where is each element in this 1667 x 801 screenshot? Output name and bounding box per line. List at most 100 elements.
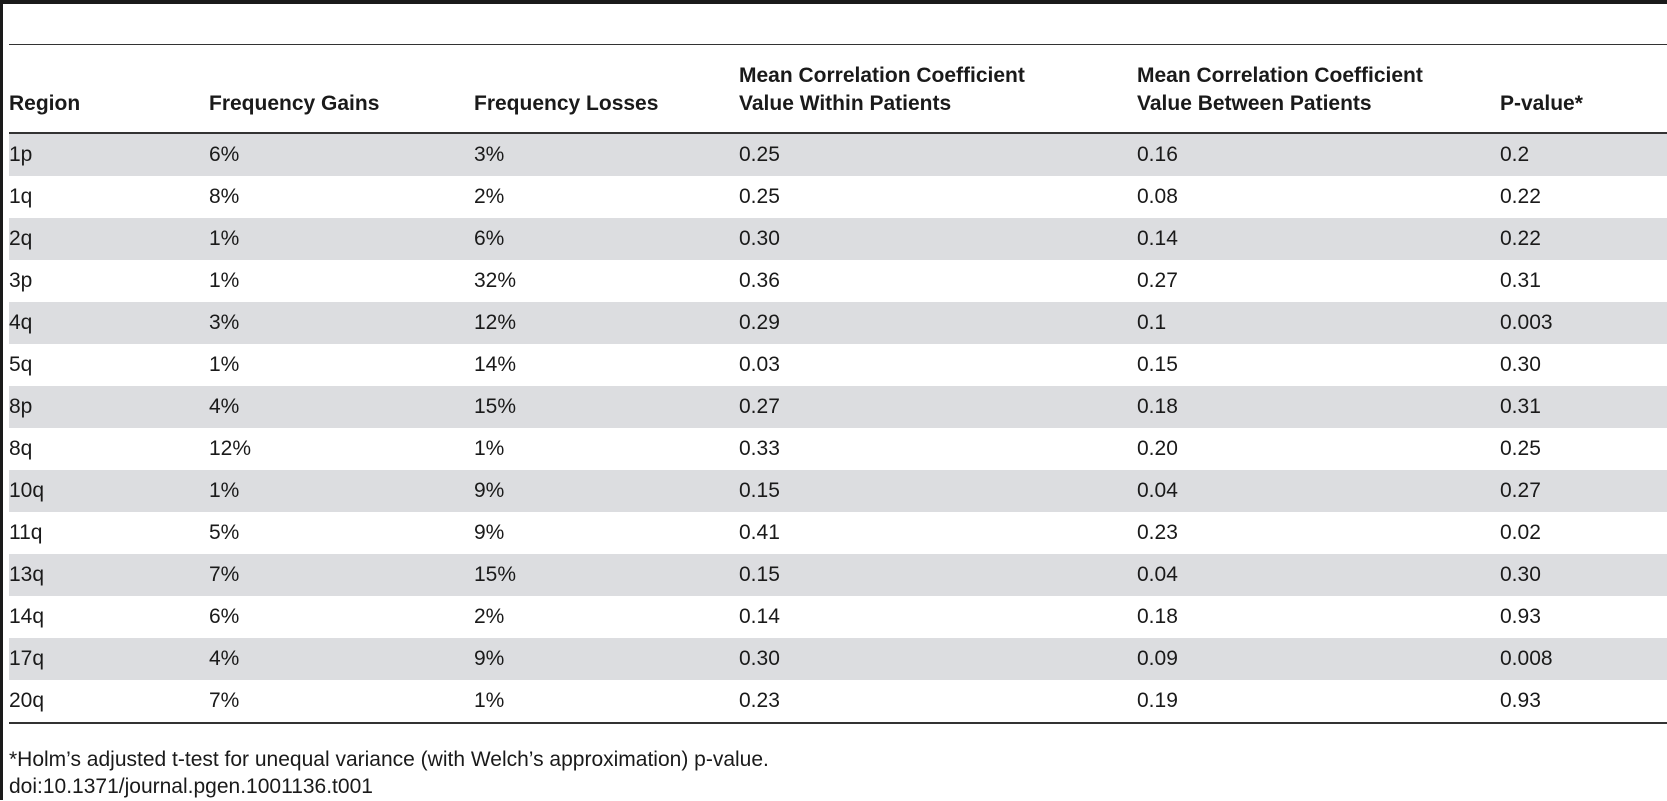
table-row: 5q 1% 14% 0.03 0.15 0.30 (9, 344, 1667, 386)
table-row: 3p 1% 32% 0.36 0.27 0.31 (9, 260, 1667, 302)
header-rule (9, 44, 1667, 45)
cell-region: 4q (9, 302, 209, 344)
cell-gains: 6% (209, 605, 240, 628)
cell-gains: 4% (209, 386, 474, 428)
cell-p-value: 0.93 (1500, 605, 1541, 628)
table-row: 1q 8% 2% 0.25 0.08 0.22 (9, 176, 1667, 218)
cell-losses: 9% (474, 470, 739, 512)
cell-within: 0.36 (739, 269, 780, 292)
cell-within: 0.29 (739, 302, 1137, 344)
cell-region: 10q (9, 470, 209, 512)
header-mean-between: Mean Correlation Coefficient Value Betwe… (1137, 45, 1500, 134)
cell-losses: 9% (474, 638, 739, 680)
cell-between: 0.18 (1137, 386, 1500, 428)
top-rule (0, 0, 1667, 4)
table-row: 11q 5% 9% 0.41 0.23 0.02 (9, 512, 1667, 554)
cell-losses: 14% (474, 353, 517, 376)
header-mean-within-label: Mean Correlation Coefficient Value Withi… (739, 64, 1025, 115)
cell-losses: 1% (474, 437, 505, 460)
table-row: 8q 12% 1% 0.33 0.20 0.25 (9, 428, 1667, 470)
cell-within: 0.25 (739, 133, 1137, 176)
cell-between: 0.15 (1137, 353, 1178, 376)
doi-reference: doi:10.1371/journal.pgen.1001136.t001 (9, 775, 373, 798)
cell-within: 0.33 (739, 437, 780, 460)
cell-losses: 1% (474, 680, 739, 724)
cell-within: 0.30 (739, 218, 1137, 260)
table-row: 14q 6% 2% 0.14 0.18 0.93 (9, 596, 1667, 638)
cell-within: 0.15 (739, 554, 1137, 596)
header-p-value: P-value* (1500, 45, 1667, 134)
table-row: 10q 1% 9% 0.15 0.04 0.27 (9, 470, 1667, 512)
cell-region: 3p (9, 269, 33, 292)
cell-between: 0.16 (1137, 133, 1500, 176)
cell-losses: 2% (474, 185, 505, 208)
cell-within: 0.23 (739, 680, 1137, 724)
cell-region: 13q (9, 554, 209, 596)
cell-between: 0.18 (1137, 605, 1178, 628)
cell-p-value: 0.25 (1500, 437, 1541, 460)
header-mean-within: Mean Correlation Coefficient Value Withi… (739, 45, 1137, 134)
cell-losses: 12% (474, 302, 739, 344)
cell-region: 8p (9, 386, 209, 428)
cell-gains: 3% (209, 302, 474, 344)
cell-within: 0.30 (739, 638, 1137, 680)
cell-region: 14q (9, 605, 45, 628)
cell-losses: 32% (474, 269, 517, 292)
cell-gains: 5% (209, 521, 240, 544)
cell-p-value: 0.02 (1500, 521, 1541, 544)
cell-between: 0.1 (1137, 302, 1500, 344)
table-row: 8p 4% 15% 0.27 0.18 0.31 (9, 386, 1667, 428)
cell-region: 2q (9, 218, 209, 260)
cell-losses: 3% (474, 133, 739, 176)
table-row: 1p 6% 3% 0.25 0.16 0.2 (9, 133, 1667, 176)
cell-losses: 6% (474, 218, 739, 260)
cell-gains: 12% (209, 437, 252, 460)
cell-p-value: 0.22 (1500, 218, 1667, 260)
data-table: Region Frequency Gains Frequency Losses … (9, 45, 1667, 724)
cell-between: 0.19 (1137, 680, 1500, 724)
cell-within: 0.25 (739, 185, 780, 208)
cell-losses: 15% (474, 386, 739, 428)
header-row: Region Frequency Gains Frequency Losses … (9, 45, 1667, 134)
cell-gains: 7% (209, 680, 474, 724)
cell-gains: 4% (209, 638, 474, 680)
cell-gains: 6% (209, 133, 474, 176)
cell-between: 0.27 (1137, 269, 1178, 292)
header-region: Region (9, 45, 209, 134)
cell-between: 0.23 (1137, 521, 1178, 544)
table-row: 4q 3% 12% 0.29 0.1 0.003 (9, 302, 1667, 344)
table-row: 13q 7% 15% 0.15 0.04 0.30 (9, 554, 1667, 596)
cell-between: 0.14 (1137, 218, 1500, 260)
cell-p-value: 0.2 (1500, 133, 1667, 176)
cell-region: 17q (9, 638, 209, 680)
cell-losses: 9% (474, 521, 505, 544)
cell-p-value: 0.003 (1500, 302, 1667, 344)
cell-p-value: 0.31 (1500, 386, 1667, 428)
cell-losses: 2% (474, 605, 505, 628)
cell-between: 0.09 (1137, 638, 1500, 680)
cell-within: 0.15 (739, 470, 1137, 512)
cell-p-value: 0.27 (1500, 470, 1667, 512)
cell-p-value: 0.30 (1500, 353, 1541, 376)
table-row: 20q 7% 1% 0.23 0.19 0.93 (9, 680, 1667, 724)
cell-region: 1q (9, 185, 33, 208)
cell-gains: 8% (209, 185, 240, 208)
cell-p-value: 0.30 (1500, 554, 1667, 596)
cell-between: 0.20 (1137, 437, 1178, 460)
cell-within: 0.41 (739, 521, 780, 544)
cell-between: 0.08 (1137, 185, 1178, 208)
cell-region: 1p (9, 133, 209, 176)
table-row: 2q 1% 6% 0.30 0.14 0.22 (9, 218, 1667, 260)
cell-within: 0.14 (739, 605, 780, 628)
cell-gains: 1% (209, 353, 240, 376)
cell-region: 20q (9, 680, 209, 724)
cell-gains: 1% (209, 218, 474, 260)
cell-p-value: 0.22 (1500, 185, 1541, 208)
header-mean-between-label: Mean Correlation Coefficient Value Betwe… (1137, 64, 1423, 115)
cell-gains: 1% (209, 470, 474, 512)
cell-gains: 1% (209, 269, 240, 292)
cell-region: 5q (9, 353, 33, 376)
table-header: Region Frequency Gains Frequency Losses … (9, 45, 1667, 134)
cell-within: 0.03 (739, 353, 780, 376)
